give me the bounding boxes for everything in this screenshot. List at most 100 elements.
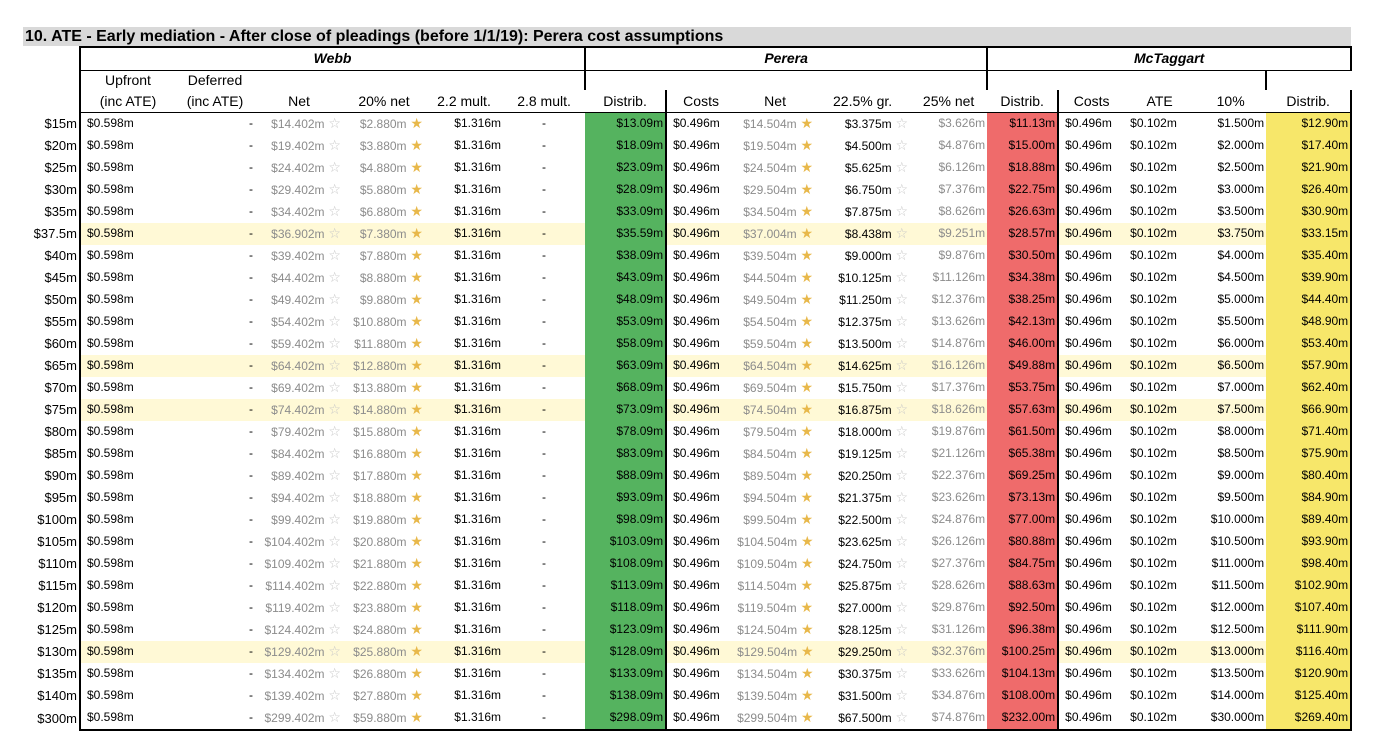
table-cell: $67.500m ☆ — [815, 706, 911, 731]
cell-value: $64.402m — [271, 358, 325, 373]
cell-value: $54.402m — [271, 314, 325, 329]
cell-value: - — [249, 270, 253, 284]
cell-value: $0.496m — [1065, 116, 1112, 130]
table-cell: $92.50m — [987, 596, 1059, 619]
cell-value: $13.500m — [1210, 666, 1265, 680]
table-cell: $31.126m — [910, 619, 987, 641]
table-cell: $64.504m ★ — [735, 354, 816, 377]
table-cell: $6.000m — [1195, 333, 1266, 355]
table-cell: $0.598m — [79, 706, 175, 731]
cell-value: $0.598m — [87, 138, 134, 152]
table-cell: $18.880m ★ — [343, 487, 425, 509]
row-label: $65m — [44, 358, 77, 373]
table-cell: $129.402m ☆ — [255, 640, 343, 663]
table-cell: $9.251m — [910, 222, 988, 245]
header-deferred: Deferred — [187, 71, 243, 88]
cell-value: $28.626m — [931, 578, 986, 592]
table-cell: $24.750m ☆ — [815, 553, 910, 575]
table-cell: $14.504m ★ — [735, 112, 815, 135]
star-filled-icon: ★ — [406, 488, 423, 505]
cell-value: $9.500m — [1217, 490, 1265, 504]
table-cell: $69.25m — [987, 464, 1059, 487]
group-mctaggart: McTaggart — [986, 46, 1353, 71]
cell-value: $124.504m — [737, 622, 798, 637]
cell-value: $14.880m — [353, 402, 407, 417]
cell-value: $84.75m — [1008, 556, 1056, 570]
table-cell: $4.000m — [1195, 245, 1266, 267]
table-cell: $2.880m ★ — [343, 112, 425, 135]
cell-value: $37.004m — [743, 226, 797, 241]
table-cell: $1.316m — [425, 575, 503, 597]
cell-value: $0.496m — [673, 622, 720, 636]
cell-value: $0.598m — [87, 600, 134, 614]
row-label: $50m — [44, 292, 77, 307]
cell-value: $22.500m — [838, 512, 892, 527]
cell-value: $12.90m — [1301, 116, 1349, 130]
table-cell: $0.496m — [665, 486, 736, 509]
star-outline-icon: ☆ — [324, 598, 341, 615]
table-cell: $299.504m ★ — [735, 706, 816, 731]
cell-value: $1.316m — [454, 710, 501, 724]
row-label: $55m — [44, 314, 77, 329]
table-cell: $1.316m — [425, 333, 503, 355]
cell-value: - — [542, 468, 547, 482]
table-cell: $0.496m — [665, 464, 736, 487]
table-cell: $18.09m — [585, 134, 667, 157]
table-cell: $1.316m — [425, 354, 503, 377]
cell-value: $9.880m — [359, 292, 407, 307]
table-cell: $0.102m — [1124, 706, 1196, 731]
star-outline-icon: ☆ — [891, 378, 909, 395]
cell-value: $1.316m — [454, 622, 501, 636]
table-cell: $0.598m — [79, 574, 175, 597]
cell-value: $49.504m — [743, 292, 797, 307]
table-cell: $0.496m — [1057, 442, 1125, 465]
cell-value: - — [249, 248, 253, 262]
cell-value: $109.504m — [737, 556, 798, 571]
star-filled-icon: ★ — [797, 642, 814, 659]
table-cell: $30.375m ☆ — [815, 663, 910, 685]
table-cell: $1.316m — [425, 179, 503, 201]
table-cell: $0.598m — [79, 178, 175, 201]
table-cell: $1.316m — [425, 531, 503, 553]
cell-value: $118.09m — [610, 600, 664, 614]
table-cell: $19.880m ★ — [343, 509, 425, 531]
table-cell: - — [175, 597, 255, 619]
table-cell: $11.126m — [910, 267, 987, 289]
cell-value: $0.598m — [87, 512, 134, 526]
cell-value: $6.750m — [844, 182, 892, 197]
cell-value: $1.316m — [454, 182, 501, 196]
table-cell: - — [503, 619, 585, 641]
cell-value: $120.90m — [1294, 666, 1349, 680]
row-label: $35m — [44, 204, 77, 219]
cell-value: $0.598m — [87, 446, 134, 460]
table-cell: $0.102m — [1124, 619, 1195, 641]
cell-value: $3.500m — [1217, 204, 1265, 218]
cell-value: $104.13m — [1001, 666, 1056, 680]
table-cell: $0.598m — [79, 200, 175, 223]
cell-value: $63.09m — [616, 358, 664, 372]
table-cell: $14.876m — [910, 333, 987, 355]
cell-value: $73.09m — [616, 402, 664, 416]
cell-value: $24.402m — [271, 160, 325, 175]
star-filled-icon: ★ — [796, 268, 814, 285]
table-cell: $3.500m — [1195, 201, 1266, 223]
cell-value: $3.880m — [359, 138, 407, 153]
cell-value: $61.50m — [1008, 424, 1056, 438]
table-cell: $66.90m — [1266, 398, 1353, 421]
table-cell: $12.376m — [910, 289, 987, 311]
table-cell: - — [503, 377, 585, 399]
table-cell: $98.09m — [585, 508, 667, 531]
cell-value: - — [249, 578, 253, 592]
table-cell: $26.880m ★ — [343, 663, 425, 685]
table-row: $55m $0.598m - $54.402m ☆ $10.880m ★ $1.316m -… — [0, 310, 1353, 333]
cell-value: $22.880m — [353, 578, 407, 593]
table-cell: $1.316m — [425, 640, 503, 663]
cell-value: $0.102m — [1130, 138, 1177, 152]
cell-value: $0.598m — [87, 314, 134, 328]
table-cell: $33.15m — [1266, 222, 1353, 245]
cell-value: $1.316m — [454, 314, 501, 328]
table-cell: - — [175, 706, 255, 731]
cell-value: $5.000m — [1217, 292, 1265, 306]
star-filled-icon: ★ — [796, 334, 814, 351]
table-cell: $13.500m ☆ — [815, 333, 910, 355]
